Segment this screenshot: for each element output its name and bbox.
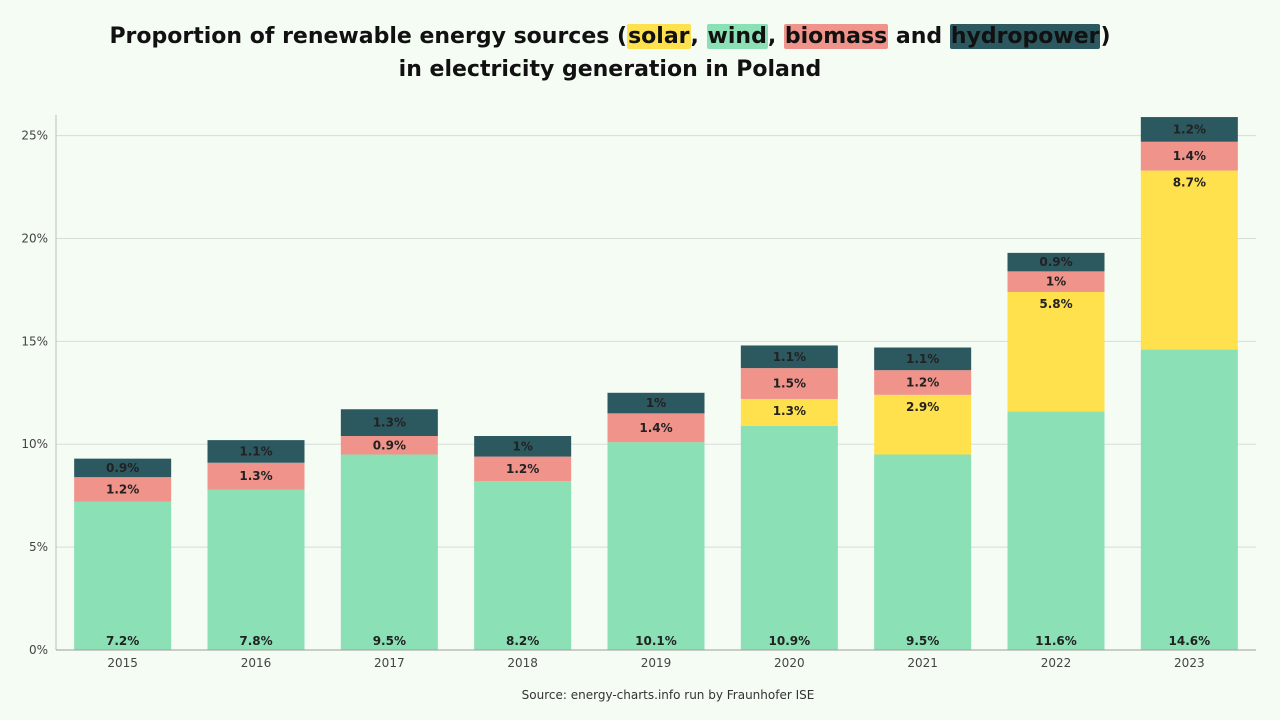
bar-segment-wind-2017 bbox=[340, 454, 438, 650]
data-label: 1.4% bbox=[639, 421, 672, 435]
data-label: 1.2% bbox=[106, 483, 139, 497]
bar-segment-hydro-2015 bbox=[74, 458, 172, 478]
bar-segment-biomass-2019 bbox=[607, 413, 705, 443]
bar-segment-solar-2020 bbox=[740, 398, 838, 426]
y-tick-label: 25% bbox=[21, 129, 48, 143]
data-label: 1% bbox=[1046, 275, 1066, 289]
data-label: 1% bbox=[512, 439, 532, 453]
bar-segment-solar-2022 bbox=[1007, 291, 1105, 412]
y-tick-label: 15% bbox=[21, 334, 48, 348]
x-tick-label: 2018 bbox=[507, 656, 538, 670]
data-label: 1.3% bbox=[373, 416, 406, 430]
source-note: Source: energy-charts.info run by Fraunh… bbox=[521, 688, 815, 702]
title-suffix: ) bbox=[1100, 24, 1111, 49]
bar-segment-hydro-2023 bbox=[1140, 117, 1238, 142]
title-solar-highlight: solar bbox=[627, 24, 691, 49]
bar-segment-wind-2022 bbox=[1007, 411, 1105, 650]
title-separator-2: , bbox=[767, 24, 784, 49]
bar-segment-wind-2016 bbox=[207, 489, 305, 650]
bar-segment-solar-2021 bbox=[874, 394, 972, 455]
bar-segment-biomass-2021 bbox=[874, 370, 972, 395]
bar-segment-biomass-2015 bbox=[74, 477, 172, 502]
title-hydropower-highlight: hydropower bbox=[949, 24, 1101, 49]
data-label: 1.2% bbox=[906, 376, 939, 390]
data-label: 1% bbox=[646, 396, 666, 410]
title-and: and bbox=[888, 24, 950, 49]
data-label: 1.3% bbox=[239, 469, 272, 483]
bar-segment-hydro-2022 bbox=[1007, 252, 1105, 272]
bar-segment-hydro-2017 bbox=[340, 409, 438, 436]
y-tick-label: 0% bbox=[29, 643, 48, 657]
data-label: 7.2% bbox=[106, 634, 139, 648]
bar-segment-hydro-2020 bbox=[740, 345, 838, 369]
data-label: 8.2% bbox=[506, 634, 539, 648]
title-wind-highlight: wind bbox=[706, 24, 768, 49]
bar-segment-wind-2018 bbox=[474, 481, 572, 650]
data-label: 0.9% bbox=[106, 461, 139, 475]
bar-segment-hydro-2021 bbox=[874, 347, 972, 371]
bar-segment-solar-2023 bbox=[1140, 170, 1238, 350]
data-label: 14.6% bbox=[1169, 634, 1211, 648]
data-label: 5.8% bbox=[1039, 297, 1072, 311]
data-label: 0.9% bbox=[373, 438, 406, 452]
data-label: 1.5% bbox=[773, 377, 806, 391]
x-tick-label: 2016 bbox=[241, 656, 272, 670]
bar-segment-biomass-2023 bbox=[1140, 141, 1238, 171]
bar-segment-wind-2023 bbox=[1140, 349, 1238, 650]
title-separator-1: , bbox=[690, 24, 707, 49]
title-line-2: in electricity generation in Poland bbox=[398, 57, 822, 82]
x-tick-label: 2021 bbox=[907, 656, 938, 670]
x-tick-label: 2017 bbox=[374, 656, 405, 670]
data-label: 1.4% bbox=[1173, 149, 1206, 163]
data-label: 9.5% bbox=[373, 634, 406, 648]
data-label: 10.1% bbox=[635, 634, 677, 648]
data-label: 9.5% bbox=[906, 634, 939, 648]
x-tick-label: 2022 bbox=[1041, 656, 1072, 670]
x-tick-label: 2015 bbox=[107, 656, 138, 670]
data-label: 0.9% bbox=[1039, 255, 1072, 269]
bar-segment-biomass-2022 bbox=[1007, 271, 1105, 292]
data-label: 11.6% bbox=[1035, 634, 1077, 648]
bar-segment-biomass-2018 bbox=[474, 456, 572, 482]
bar-segment-hydro-2019 bbox=[607, 392, 705, 414]
y-tick-label: 20% bbox=[21, 231, 48, 245]
bar-segment-hydro-2016 bbox=[207, 440, 305, 463]
x-tick-label: 2019 bbox=[641, 656, 672, 670]
data-label: 1.1% bbox=[239, 444, 272, 458]
y-tick-label: 10% bbox=[21, 437, 48, 451]
x-tick-label: 2020 bbox=[774, 656, 805, 670]
data-label: 1.1% bbox=[906, 352, 939, 366]
bar-segment-wind-2021 bbox=[874, 454, 972, 650]
data-label: 1.2% bbox=[506, 462, 539, 476]
data-label: 8.7% bbox=[1173, 176, 1206, 190]
x-tick-label: 2023 bbox=[1174, 656, 1205, 670]
bar-segment-wind-2019 bbox=[607, 442, 705, 650]
bar-segment-biomass-2016 bbox=[207, 462, 305, 490]
data-label: 1.3% bbox=[773, 404, 806, 418]
chart-title: Proportion of renewable energy sources (… bbox=[0, 20, 1220, 86]
bar-segment-biomass-2020 bbox=[740, 368, 838, 399]
title-prefix: Proportion of renewable energy sources ( bbox=[109, 24, 628, 49]
title-biomass-highlight: biomass bbox=[783, 24, 889, 49]
bar-segment-wind-2020 bbox=[740, 425, 838, 650]
data-label: 1.2% bbox=[1173, 122, 1206, 136]
bar-segment-hydro-2018 bbox=[474, 436, 572, 457]
title-line-1: Proportion of renewable energy sources (… bbox=[0, 20, 1220, 53]
data-label: 10.9% bbox=[769, 634, 811, 648]
bar-segment-wind-2015 bbox=[74, 501, 172, 650]
data-label: 7.8% bbox=[239, 634, 272, 648]
data-label: 1.1% bbox=[773, 350, 806, 364]
bar-segment-biomass-2017 bbox=[340, 436, 438, 455]
y-tick-label: 5% bbox=[29, 540, 48, 554]
data-label: 2.9% bbox=[906, 400, 939, 414]
